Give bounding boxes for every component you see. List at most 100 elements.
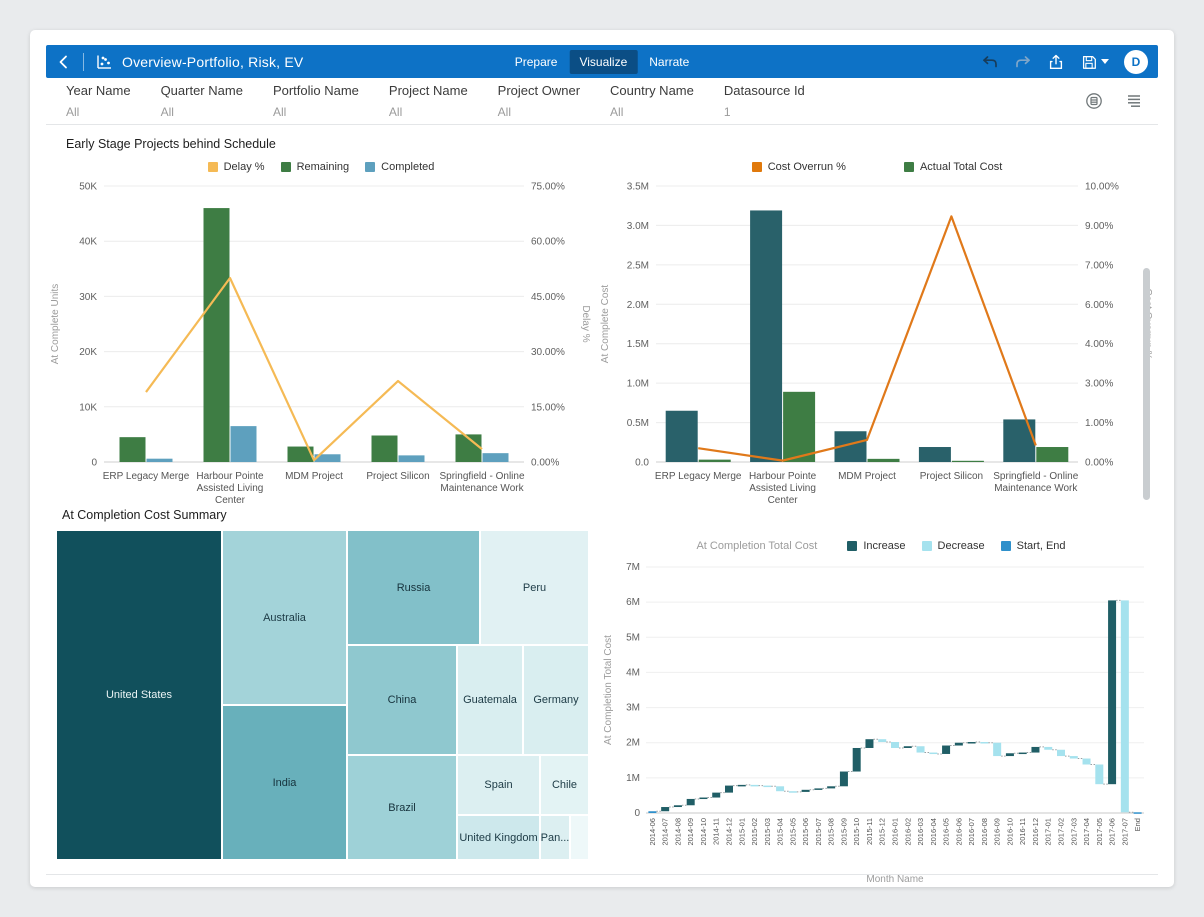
waterfall-bar-2017-01[interactable] [1044,746,1053,750]
waterfall-bar-2015-12[interactable] [878,739,887,743]
waterfall-bar-2015-06[interactable] [801,789,810,792]
treemap-cell-australia[interactable]: Australia [222,530,347,705]
waterfall-bar-end[interactable] [1133,812,1142,814]
treemap-cell-china[interactable]: China [347,645,457,755]
treemap-cell-pan[interactable]: Pan... [540,815,570,860]
line-delay[interactable] [145,276,483,462]
waterfall-bar-2017-02[interactable] [1057,749,1065,757]
filter-portfolio-name[interactable]: Portfolio Name All [273,83,359,119]
bar-completed-project-silicon[interactable] [398,455,425,462]
treemap-cell-unlabeled[interactable] [570,815,589,860]
bar-at-complete-cost-project-silicon[interactable] [918,447,951,462]
waterfall-bar-2014-10[interactable] [699,797,708,800]
waterfall-bar-2014-12[interactable] [725,785,733,793]
filter-project-name[interactable]: Project Name All [389,83,468,119]
waterfall-bar-2015-05[interactable] [788,791,797,793]
bar-remaining-project-silicon[interactable] [371,435,398,462]
treemap-cell-germany[interactable]: Germany [523,645,589,755]
waterfall-bar-2014-08[interactable] [673,805,682,808]
bar-actual-total-cost-erp-legacy-merge[interactable] [698,459,731,462]
waterfall-bar-2017-05[interactable] [1095,764,1104,785]
waterfall-bar-2016-08[interactable] [980,742,989,744]
filter-year-name[interactable]: Year Name All [66,83,131,119]
legend-item-increase[interactable]: Increase [847,540,906,552]
treemap-cell-united-kingdom[interactable]: United Kingdom [457,815,540,860]
legend-item-decrease[interactable]: Decrease [921,540,985,552]
filter-quarter-name[interactable]: Quarter Name All [161,83,243,119]
bar-actual-total-cost-mdm-project[interactable] [867,458,900,462]
waterfall-bar-2015-09[interactable] [839,771,848,787]
waterfall-bar-2016-05[interactable] [942,745,951,754]
back-button[interactable] [56,54,72,70]
legend-item-actual-total-cost[interactable]: Actual Total Cost [903,161,1002,173]
bar-actual-total-cost-springfield-online-maintenance-work[interactable] [1036,447,1069,462]
filter-datasource-id[interactable]: Datasource Id 1 [724,83,805,119]
bar-actual-total-cost-harbour-pointe-assisted-living-center[interactable] [783,391,816,462]
waterfall-bar-2016-07[interactable] [967,742,976,744]
waterfall-bar-2016-12[interactable] [1031,746,1040,753]
filter-project-owner[interactable]: Project Owner All [498,83,580,119]
waterfall-bar-2017-07[interactable] [1120,600,1129,813]
treemap-cell-chile[interactable]: Chile [540,755,589,815]
bar-remaining-mdm-project[interactable] [287,446,314,462]
limit-values-icon[interactable] [1084,91,1104,111]
waterfall-bar-2016-03[interactable] [916,746,925,753]
legend-item-start-end[interactable]: Start, End [1000,540,1066,552]
treemap-cell-guatemala[interactable]: Guatemala [457,645,523,755]
bar-completed-mdm-project[interactable] [314,454,341,462]
legend-item-completed[interactable]: Completed [365,161,434,173]
legend-item-cost-overrun[interactable]: Cost Overrun % [751,161,846,173]
waterfall-bar-2014-09[interactable] [686,798,695,806]
tab-prepare[interactable]: Prepare [514,54,558,69]
waterfall-bar-2016-01[interactable] [891,742,899,748]
waterfall-bar-2015-10[interactable] [852,747,861,772]
share-button[interactable] [1047,53,1065,71]
waterfall-bar-2016-06[interactable] [954,742,963,746]
bar-at-complete-cost-harbour-pointe-assisted-living-center[interactable] [750,210,783,462]
waterfall-bar-2017-04[interactable] [1082,758,1091,765]
bar-completed-erp-legacy-merge[interactable] [146,458,173,462]
save-button[interactable] [1080,53,1109,71]
line-cost-overrun[interactable] [698,215,1037,462]
waterfall-bar-2015-11[interactable] [865,739,874,748]
waterfall-bar-2015-01[interactable] [737,784,746,787]
waterfall-bar-2016-04[interactable] [929,752,938,755]
treemap-cell-brazil[interactable]: Brazil [347,755,457,860]
tab-narrate[interactable]: Narrate [649,54,690,69]
waterfall-bar-2014-07[interactable] [661,807,670,812]
waterfall-bar-2014-11[interactable] [712,792,721,798]
waterfall-bar-2015-08[interactable] [827,786,836,789]
bar-actual-total-cost-project-silicon[interactable] [951,460,984,462]
waterfall-bar-2015-02[interactable] [750,784,759,787]
waterfall-bar-2017-03[interactable] [1069,756,1078,759]
bar-completed-harbour-pointe-assisted-living-center[interactable] [230,426,257,462]
treemap-cell-united-states[interactable]: United States [56,530,222,860]
waterfall-bar-2016-02[interactable] [903,746,912,748]
bar-at-complete-cost-springfield-online-maintenance-work[interactable] [1003,419,1036,462]
filter-menu-icon[interactable] [1124,91,1144,111]
bar-remaining-harbour-pointe-assisted-living-center[interactable] [203,208,230,462]
waterfall-bar-2015-04[interactable] [776,786,785,792]
legend-item-remaining[interactable]: Remaining [280,161,349,173]
treemap-cell-russia[interactable]: Russia [347,530,480,645]
waterfall-bar-2016-10[interactable] [1005,753,1014,757]
treemap-cell-spain[interactable]: Spain [457,755,540,815]
bar-remaining-erp-legacy-merge[interactable] [119,437,146,462]
waterfall-bar-2015-03[interactable] [763,785,772,788]
filter-country-name[interactable]: Country Name All [610,83,694,119]
treemap-cell-peru[interactable]: Peru [480,530,589,645]
waterfall-bar-2014-06[interactable] [648,811,657,813]
redo-button[interactable] [1014,54,1032,70]
vertical-scrollbar[interactable] [1143,268,1150,500]
waterfall-bar-2017-06[interactable] [1108,600,1117,785]
treemap-cell-india[interactable]: India [222,705,347,860]
bar-completed-springfield-online-maintenance-work[interactable] [482,453,509,462]
waterfall-bar-2016-11[interactable] [1018,752,1027,755]
legend-item-delay[interactable]: Delay % [207,161,265,173]
undo-button[interactable] [981,54,999,70]
tab-visualize[interactable]: Visualize [569,49,638,74]
bar-at-complete-cost-erp-legacy-merge[interactable] [665,410,698,462]
waterfall-bar-2016-09[interactable] [993,742,1002,757]
avatar[interactable]: D [1124,49,1148,74]
waterfall-bar-2015-07[interactable] [814,788,823,790]
